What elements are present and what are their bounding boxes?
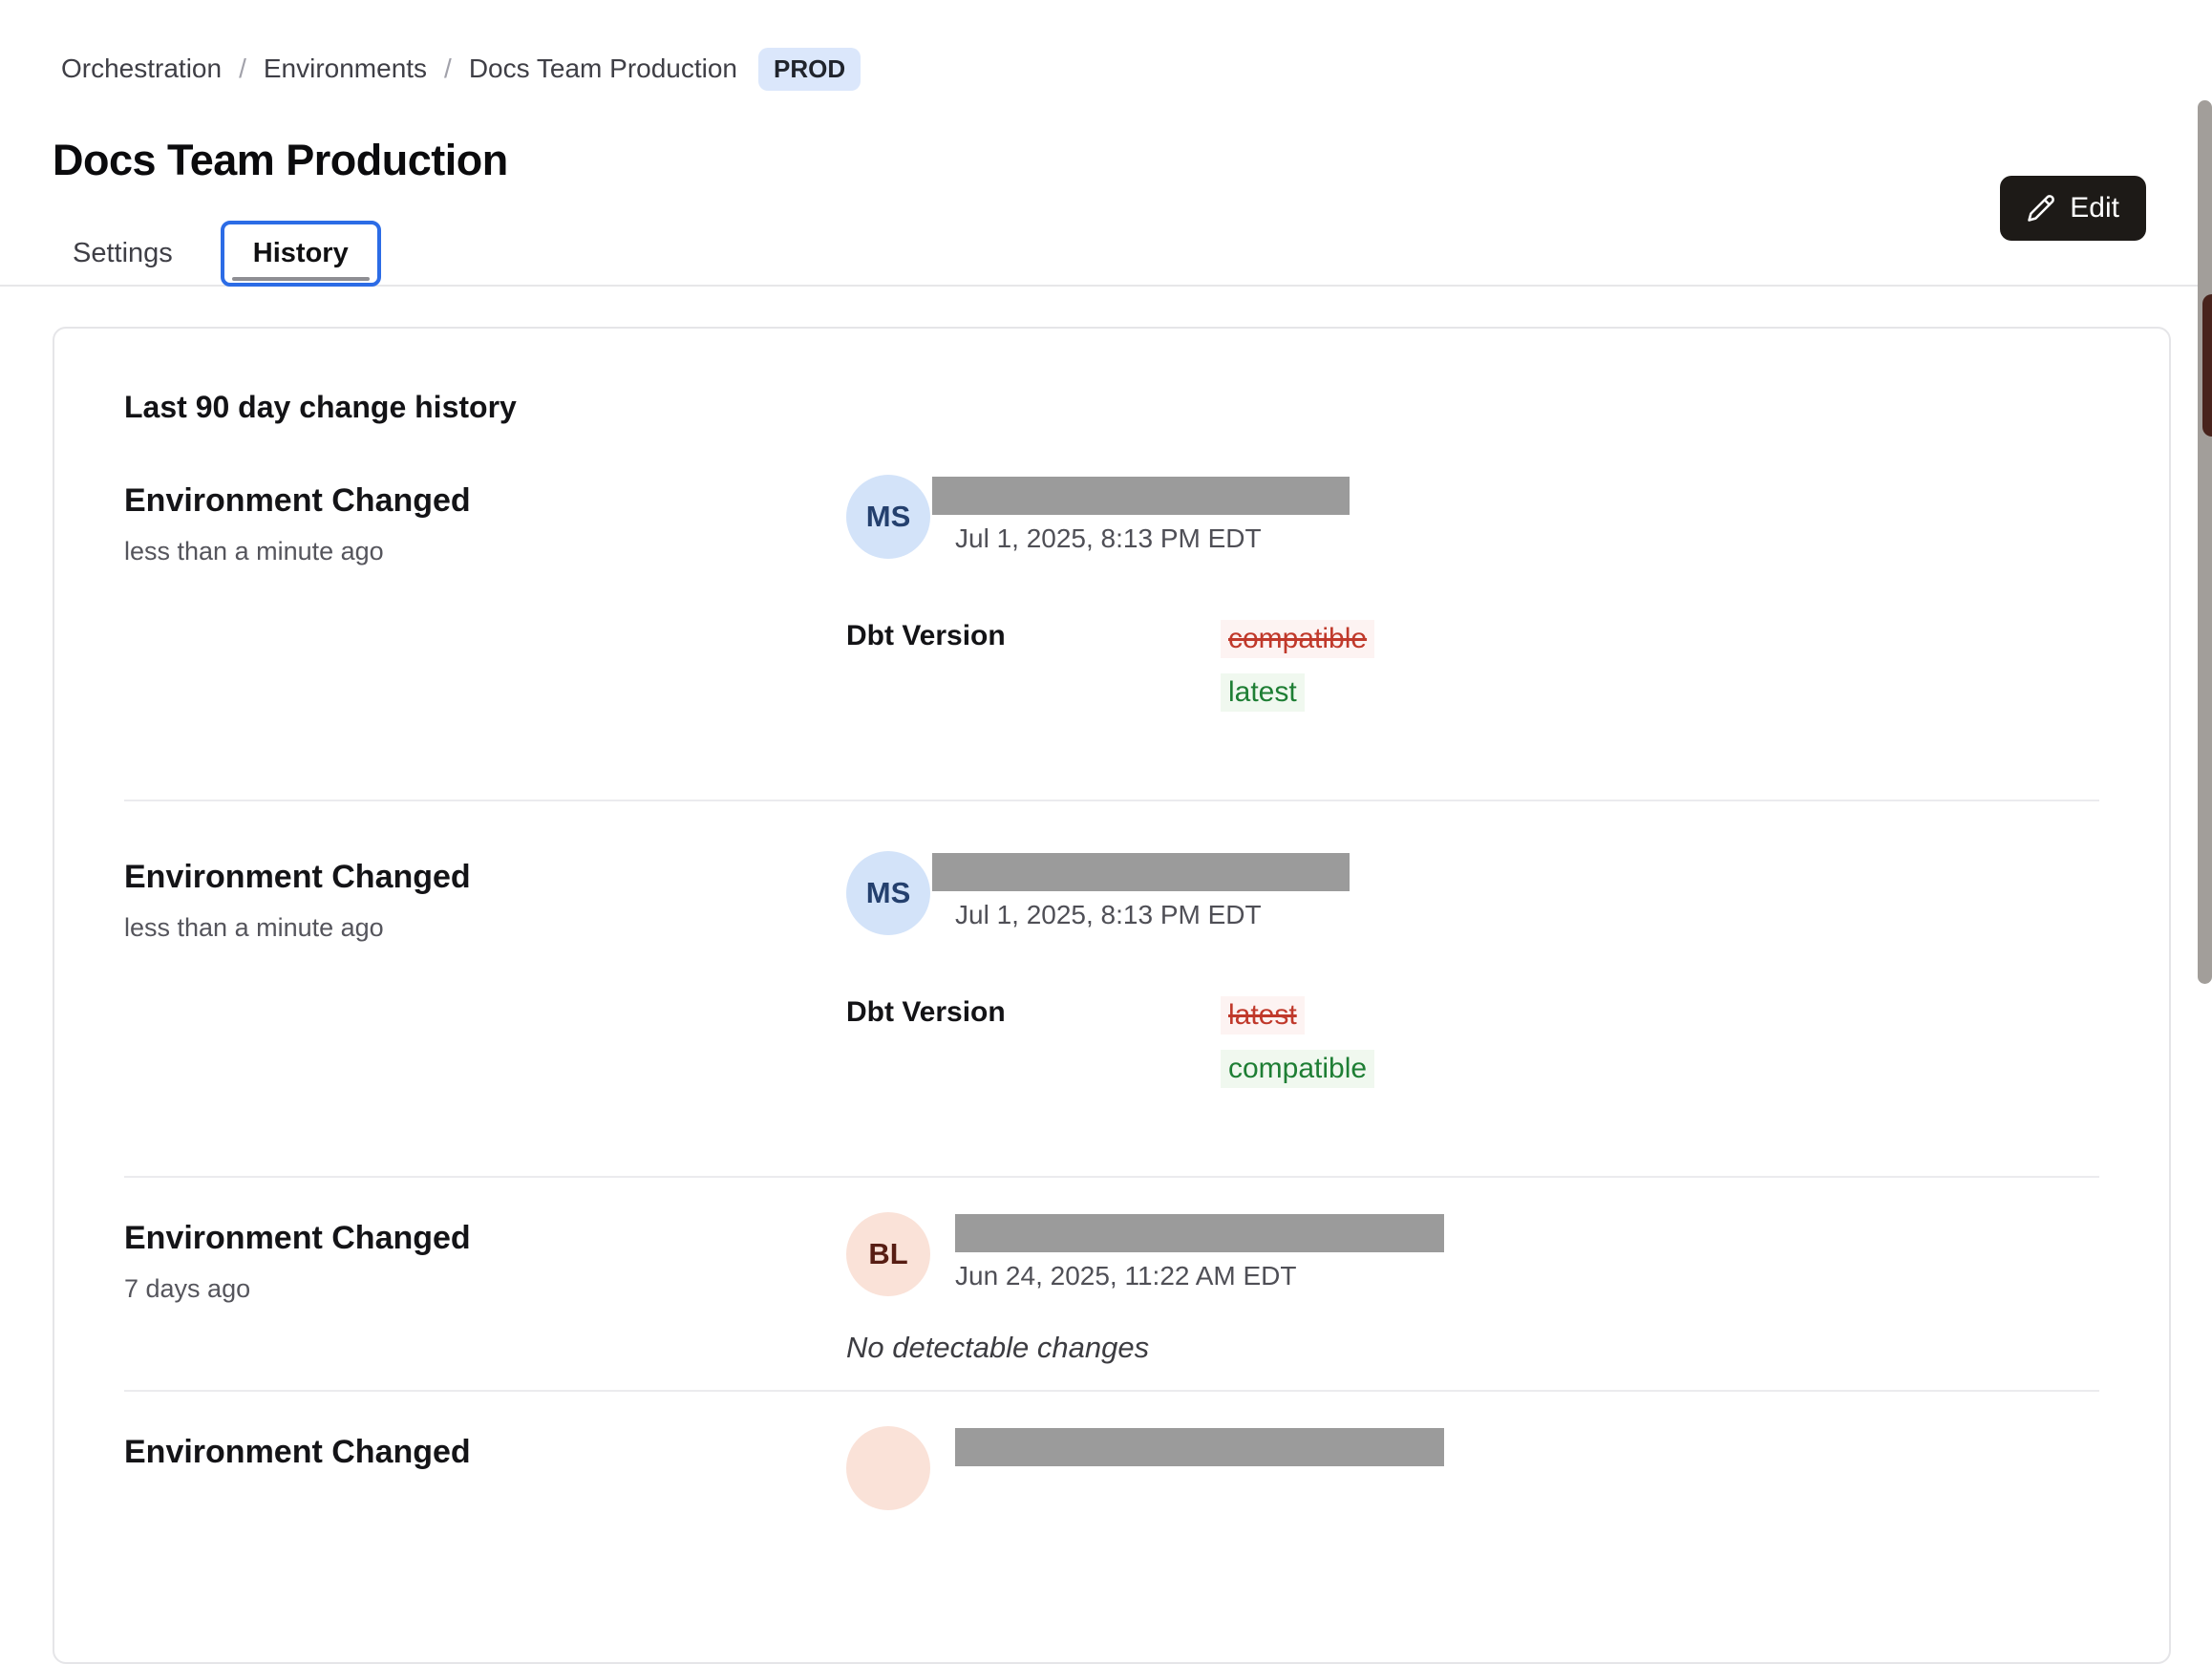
change-history-card: Last 90 day change history Environment C…: [53, 327, 2171, 1664]
tab-bar: Settings History: [0, 218, 2212, 287]
entry-title: Environment Changed: [124, 1220, 471, 1256]
entry-time-ago: less than a minute ago: [124, 913, 384, 942]
edit-button[interactable]: Edit: [2000, 176, 2146, 241]
entry-changes: Dbt Version latest compatible: [846, 996, 2099, 1088]
entry-date: Jul 1, 2025, 8:13 PM EDT: [955, 523, 1262, 553]
tab-settings[interactable]: Settings: [73, 238, 173, 268]
entry-changes: Dbt Version compatible latest: [846, 620, 2099, 712]
entry-user: [846, 1426, 2099, 1510]
redacted-username: [955, 1428, 1444, 1466]
scrollbar-thumb[interactable]: [2198, 100, 2212, 984]
entry-title: Environment Changed: [124, 859, 471, 895]
redacted-username: [932, 477, 1350, 515]
breadcrumb-current-page[interactable]: Docs Team Production: [468, 53, 738, 83]
history-entry: Environment Changed 7 days ago BL Jun 24…: [124, 1176, 2099, 1390]
change-field-label: Dbt Version: [846, 996, 1006, 1028]
page-title: Docs Team Production: [53, 136, 508, 184]
breadcrumb: Orchestration / Environments / Docs Team…: [61, 47, 2212, 91]
history-entry: Environment Changed less than a minute a…: [124, 425, 2099, 800]
entry-user: MS Jul 1, 2025, 8:13 PM EDT: [846, 475, 2099, 559]
breadcrumb-environments[interactable]: Environments: [263, 53, 428, 83]
tab-history[interactable]: History: [220, 221, 381, 287]
no-changes-text: No detectable changes: [846, 1331, 1150, 1364]
entry-user: MS Jul 1, 2025, 8:13 PM EDT: [846, 851, 2099, 935]
entry-title: Environment Changed: [124, 1434, 471, 1470]
redacted-username: [932, 853, 1350, 891]
change-field-label: Dbt Version: [846, 620, 1006, 651]
entry-user: BL Jun 24, 2025, 11:22 AM EDT: [846, 1212, 2099, 1296]
avatar: MS: [846, 851, 930, 935]
pencil-icon: [2028, 195, 2055, 222]
new-value: latest: [1221, 673, 1305, 712]
entry-date: Jun 24, 2025, 11:22 AM EDT: [955, 1261, 1297, 1291]
new-value: compatible: [1221, 1050, 1375, 1088]
breadcrumb-separator: /: [239, 53, 246, 83]
card-heading: Last 90 day change history: [124, 390, 517, 424]
entry-title: Environment Changed: [124, 482, 471, 519]
breadcrumb-orchestration[interactable]: Orchestration: [61, 53, 223, 83]
avatar: [846, 1426, 930, 1510]
feedback-tab[interactable]: [2202, 294, 2212, 437]
entry-date: Jul 1, 2025, 8:13 PM EDT: [955, 900, 1262, 929]
old-value: compatible: [1221, 620, 1375, 658]
entry-time-ago: 7 days ago: [124, 1274, 251, 1303]
avatar: MS: [846, 475, 930, 559]
history-entry: Environment Changed: [124, 1390, 2099, 1535]
redacted-username: [955, 1214, 1444, 1252]
edit-button-label: Edit: [2070, 192, 2119, 224]
avatar: BL: [846, 1212, 930, 1296]
old-value: latest: [1221, 996, 1305, 1035]
history-entry: Environment Changed less than a minute a…: [124, 800, 2099, 1176]
prod-badge: PROD: [758, 47, 861, 91]
entry-time-ago: less than a minute ago: [124, 537, 384, 565]
breadcrumb-separator: /: [444, 53, 452, 83]
